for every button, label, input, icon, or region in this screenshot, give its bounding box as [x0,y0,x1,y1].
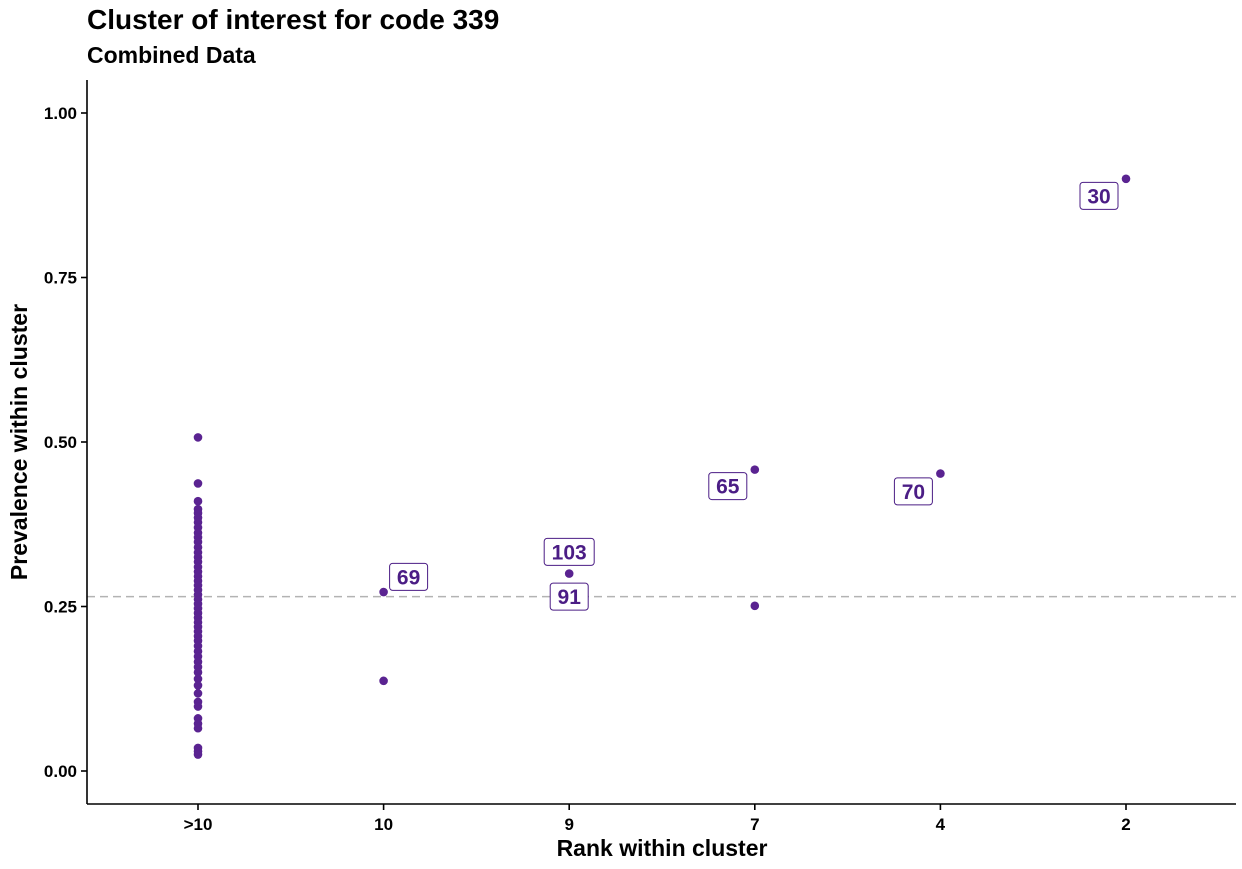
data-point [193,479,203,488]
x-tick-label: 9 [564,815,573,834]
y-tick-label: 0.50 [44,433,77,452]
point-label-box [708,472,748,501]
y-tick-label: 0.25 [44,598,77,617]
point-label-text: 103 [552,541,587,564]
points-layer [193,174,1131,759]
data-point [193,702,203,711]
x-tick-label: 2 [1121,815,1130,834]
point-label-text: 70 [902,481,925,504]
ticks-layer: 0.00 0.25 0.50 0.75 1.00 >10 10 9 7 4 2 [44,104,1131,834]
data-point [936,469,945,478]
x-axis-title: Rank within cluster [557,835,768,861]
point-labels-layer: 69 103 91 65 70 30 [389,181,1119,611]
data-point [193,433,203,442]
data-point [1121,174,1131,184]
point-label-text: 69 [397,566,420,589]
point-label-box [1079,181,1119,210]
x-tick-label: 10 [374,815,393,834]
data-point [193,496,203,506]
point-label-text: 65 [716,476,740,499]
data-point [193,723,203,733]
data-point [379,676,388,686]
point-label-text: 30 [1087,185,1110,208]
point-label-box [893,477,933,506]
point-label-text: 91 [558,586,582,609]
data-point [750,601,760,611]
data-point [379,587,388,597]
data-point [193,750,203,759]
point-label: 103 [543,537,595,566]
data-point [193,689,203,698]
x-tick-label: >10 [184,815,213,834]
y-tick-label: 1.00 [44,104,77,123]
data-point [564,569,574,578]
point-label-box [543,537,595,566]
point-label: 69 [389,562,429,591]
y-tick-label: 0.75 [44,269,77,288]
chart-title: Cluster of interest for code 339 [87,4,500,35]
point-label: 91 [549,582,589,611]
axes-layer [86,80,1236,805]
data-point [193,668,203,677]
chart-subtitle: Combined Data [87,42,256,68]
y-tick-label: 0.00 [44,762,77,781]
data-point [750,465,760,474]
point-label: 30 [1079,181,1119,210]
y-axis-title: Prevalence within cluster [6,304,32,580]
x-tick-label: 7 [750,815,759,834]
data-point [193,681,203,690]
point-label-box [549,582,589,611]
point-label: 70 [893,477,933,506]
x-tick-label: 4 [936,815,946,834]
point-label: 65 [708,472,748,501]
point-label-box [389,562,429,591]
data-point [193,674,203,684]
